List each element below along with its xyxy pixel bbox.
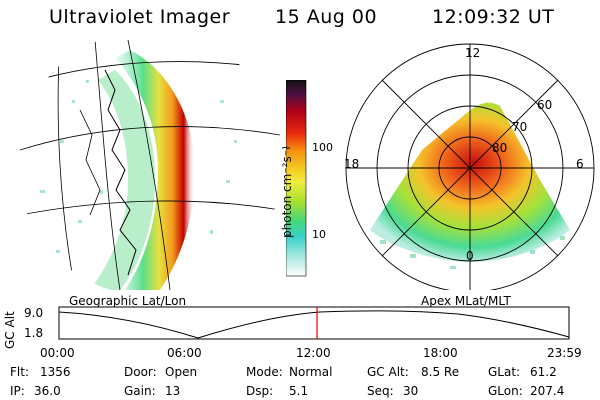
date-label: 15 Aug 00 <box>275 6 378 28</box>
glat-value: 61.2 <box>530 365 557 379</box>
seq-value: 30 <box>403 384 419 398</box>
glon-label: GLon: <box>488 384 523 398</box>
time-tick-1800: 18:00 <box>423 346 458 360</box>
flt-label: Flt: <box>10 365 29 379</box>
gain-value: 13 <box>165 384 181 398</box>
instrument-title: Ultraviolet Imager <box>49 6 231 28</box>
mlt-label-18: 18 <box>344 157 360 171</box>
mlt-label-12: 12 <box>465 46 481 60</box>
time-label: 12:09:32 UT <box>432 6 555 28</box>
altitude-ytick-min: 1.8 <box>24 326 44 340</box>
door-label: Door: <box>124 365 157 379</box>
time-tick-0600: 06:00 <box>167 346 202 360</box>
left-panel-caption: Geographic Lat/Lon <box>69 294 187 308</box>
altitude-ylabel: GC Alt <box>3 311 17 349</box>
colorbar-tick-10: 10 <box>312 228 326 241</box>
time-tick-2359: 23:59 <box>547 346 582 360</box>
mlt-label-0: 0 <box>466 249 474 263</box>
mlt-label-6: 6 <box>576 157 584 171</box>
dsp-label: Dsp: <box>246 384 274 398</box>
mode-label: Mode: <box>246 365 283 379</box>
colorbar <box>286 80 307 277</box>
mlat-label-60: 60 <box>537 98 553 112</box>
geographic-image <box>20 40 280 290</box>
time-tick-0000: 00:00 <box>40 346 75 360</box>
flt-value: 1356 <box>40 365 71 379</box>
gain-label: Gain: <box>124 384 156 398</box>
ip-value: 36.0 <box>34 384 61 398</box>
time-tick-1200: 12:00 <box>296 346 331 360</box>
colorbar-unit-label: photon cm⁻²s⁻¹ <box>280 145 294 238</box>
polar-mlt-plot <box>345 43 595 290</box>
altitude-ytick-max: 9.0 <box>24 306 44 320</box>
gc-alt-label: GC Alt: <box>367 365 409 379</box>
seq-label: Seq: <box>367 384 394 398</box>
right-panel-caption: Apex MLat/MLT <box>421 294 511 308</box>
gc-alt-value: 8.5 Re <box>421 365 460 379</box>
mode-value: Normal <box>289 365 333 379</box>
ip-label: IP: <box>10 384 25 398</box>
glon-value: 207.4 <box>530 384 565 398</box>
altitude-plot <box>58 306 570 340</box>
door-value: Open <box>165 365 198 379</box>
mlat-label-80: 80 <box>492 141 508 155</box>
glat-label: GLat: <box>488 365 521 379</box>
dsp-value: 5.1 <box>289 384 309 398</box>
colorbar-tick-100: 100 <box>312 141 333 154</box>
mlat-label-70: 70 <box>512 120 528 134</box>
